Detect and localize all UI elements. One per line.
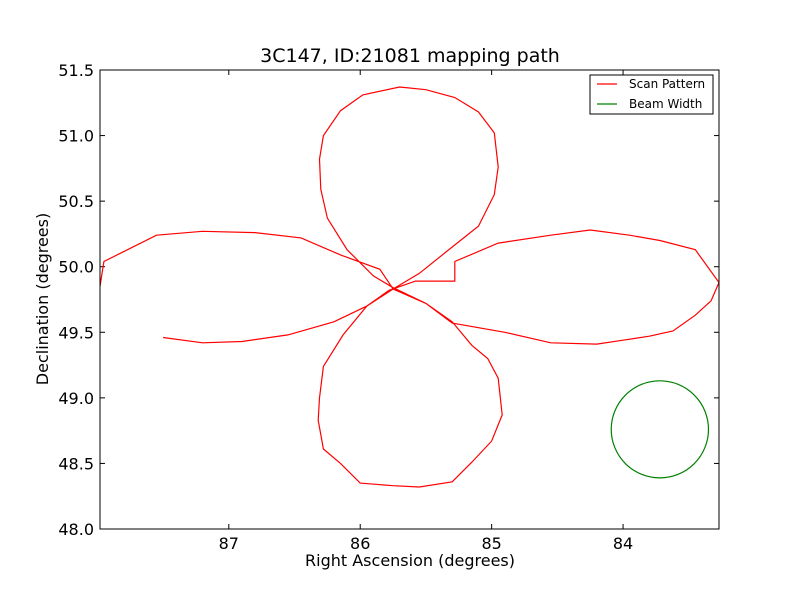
plot-frame: [99, 69, 720, 530]
y-tick-label: 49.0: [58, 389, 94, 408]
series-layer: [100, 86, 719, 488]
beam-width-circle: [610, 380, 710, 479]
legend-box: [589, 74, 714, 115]
x-axis-title: Right Ascension (degrees): [305, 551, 515, 570]
y-tick-label: 50.5: [58, 192, 94, 211]
y-tick-label: 51.5: [58, 61, 94, 80]
x-tick-label: 87: [219, 534, 239, 553]
y-tick-label: 49.5: [58, 323, 94, 342]
y-tick-label: 48.0: [58, 520, 94, 539]
y-tick-label: 50.0: [58, 258, 94, 277]
y-axis-title: Declination (degrees): [33, 213, 52, 385]
y-tick-label: 48.5: [58, 454, 94, 473]
axis-tick-labels: 87 86 85 84 48.0 48.5 49.0 49.5 50.0 50.5 51.0 51.5: [58, 61, 633, 553]
x-tick-label: 86: [350, 534, 370, 553]
x-tick-label: 85: [481, 534, 501, 553]
legend: Scan Pattern Beam Width: [589, 74, 714, 115]
scan-pattern-line: [100, 86, 719, 488]
plot-background: [100, 70, 719, 529]
chart-title: 3C147, ID:21081 mapping path: [260, 45, 560, 67]
legend-label-scan-pattern: Scan Pattern: [629, 77, 705, 91]
x-tick-label: 84: [613, 534, 633, 553]
y-tick-label: 51.0: [58, 127, 94, 146]
legend-label-beam-width: Beam Width: [629, 97, 702, 111]
